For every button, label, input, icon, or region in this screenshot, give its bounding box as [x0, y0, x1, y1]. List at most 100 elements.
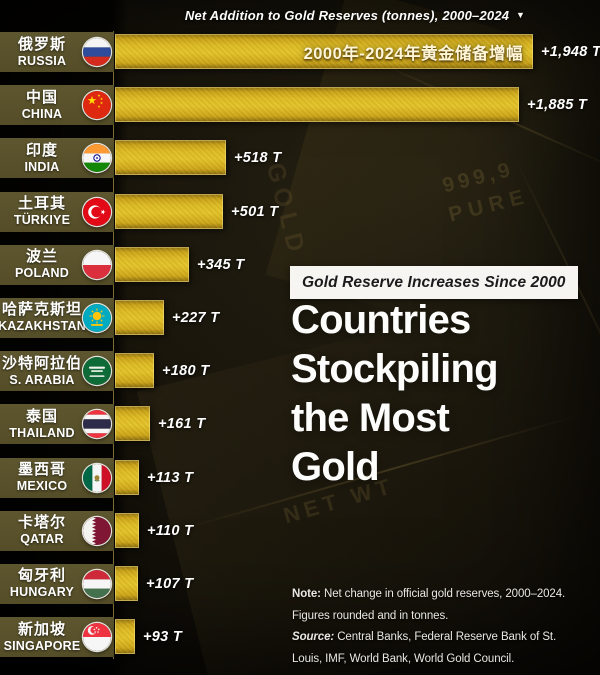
flag-india-icon: [83, 144, 111, 173]
value-label: +113 T: [147, 469, 194, 486]
country-name-en: RUSSIA: [17, 53, 67, 68]
country-name-en: CHINA: [21, 106, 63, 121]
country-name-en: THAILAND: [9, 425, 75, 440]
value-label: +180 T: [162, 363, 210, 380]
bar-overlay-label-zh: 2000年-2024年黄金储备增幅: [303, 44, 523, 63]
country-names: 哈萨克斯坦 KAZAKHSTAN: [0, 298, 86, 338]
country-names: 土耳其 TÜRKIYE: [0, 192, 84, 232]
chart-row: 匈牙利 HUNGARY +107 T: [0, 563, 600, 616]
country-name-zh: 匈牙利: [17, 567, 66, 585]
country-label-block: 墨西哥 MEXICO: [0, 457, 114, 498]
value-label: +93 T: [143, 629, 182, 646]
country-name-zh: 墨西哥: [17, 461, 66, 478]
gold-bar: [115, 87, 519, 123]
country-name-en: POLAND: [15, 266, 69, 281]
flag-turkiye-icon: [83, 197, 111, 226]
country-names: 波兰 POLAND: [0, 245, 84, 285]
gold-bar: [115, 619, 135, 655]
gold-bar: [115, 246, 189, 282]
note-line: Figures rounded and in tonnes.: [292, 609, 449, 622]
chart-row: 俄罗斯 RUSSIA 2000年-2024年黄金储备增幅 +1,948 T: [0, 31, 600, 84]
flag-mexico-icon: [83, 463, 111, 492]
country-label-block: 泰国 THAILAND: [0, 404, 114, 445]
flag-hungary-icon: [83, 569, 111, 598]
gold-bar: [115, 140, 226, 176]
axis-line: [112, 31, 115, 659]
gold-bar: [115, 512, 139, 548]
main-heading: Countries Stockpiling the Most Gold: [291, 296, 499, 492]
dropdown-arrow-icon[interactable]: ▼: [516, 10, 526, 20]
source-line: Source: Central Banks, Federal Reserve B…: [292, 627, 594, 649]
source-label: Source:: [292, 631, 335, 643]
gold-bar: [115, 193, 223, 229]
flag-russia-icon: [83, 38, 111, 66]
country-label-block: 卡塔尔 QATAR: [0, 510, 114, 551]
country-name-zh: 印度: [25, 141, 58, 159]
country-name-en: MEXICO: [16, 479, 68, 493]
chart-row: 沙特阿拉伯 S. ARABIA +180 T: [0, 350, 600, 403]
note-label: Note:: [292, 588, 321, 600]
chart-row: 波兰 POLAND +345 T: [0, 244, 600, 297]
country-names: 新加坡 SINGAPORE: [0, 617, 84, 657]
flag-kazakhstan-icon: [83, 303, 111, 332]
chart-row: 泰国 THAILAND +161 T: [0, 403, 600, 456]
gold-bar: [115, 459, 139, 495]
country-name-zh: 哈萨克斯坦: [1, 301, 82, 319]
chart-rows: 俄罗斯 RUSSIA 2000年-2024年黄金储备增幅 +1,948 T 中国…: [0, 31, 600, 669]
gold-bar: [115, 299, 164, 335]
heading-line: Gold: [291, 445, 380, 489]
value-label: +161 T: [158, 416, 206, 433]
country-name-en: INDIA: [24, 159, 60, 174]
country-name-en: HUNGARY: [9, 585, 75, 600]
chart-row: 土耳其 TÜRKIYE +501 T: [0, 191, 600, 244]
country-names: 卡塔尔 QATAR: [0, 511, 84, 551]
country-name-zh: 泰国: [25, 407, 58, 425]
country-names: 泰国 THAILAND: [0, 404, 84, 444]
chart-row: 中国 CHINA +1,885 T: [0, 84, 600, 137]
source-line: Louis, IMF, World Bank, World Gold Counc…: [292, 652, 515, 665]
source-text: Central Banks, Federal Reserve Bank of S…: [334, 631, 557, 643]
gold-bar: [115, 565, 138, 601]
footnote: Note: Net change in official gold reserv…: [292, 584, 594, 670]
country-name-en: S. ARABIA: [9, 372, 75, 387]
heading-line: Countries: [291, 298, 471, 342]
country-name-en: KAZAKHSTAN: [0, 319, 86, 334]
value-label: +501 T: [231, 203, 279, 220]
heading-line: Stockpiling: [291, 347, 499, 391]
note-text: Net change in official gold reserves, 20…: [320, 588, 566, 600]
chart-title: Net Addition to Gold Reserves (tonnes), …: [112, 8, 598, 23]
flag-china-icon: [83, 91, 111, 120]
country-name-en: SINGAPORE: [3, 638, 81, 653]
chart-row: 哈萨克斯坦 KAZAKHSTAN +227 T: [0, 297, 600, 350]
country-label-block: 沙特阿拉伯 S. ARABIA: [0, 351, 114, 392]
flag-saudi-arabia-icon: [83, 357, 111, 386]
country-label-block: 俄罗斯 RUSSIA: [0, 32, 114, 72]
country-names: 中国 CHINA: [0, 85, 84, 125]
country-names: 沙特阿拉伯 S. ARABIA: [0, 351, 84, 391]
country-name-zh: 波兰: [25, 248, 58, 266]
gold-bar: 2000年-2024年黄金储备增幅: [115, 34, 533, 69]
country-label-block: 中国 CHINA: [0, 85, 114, 126]
note-line: Note: Net change in official gold reserv…: [292, 584, 594, 606]
country-name-en: QATAR: [20, 532, 64, 547]
country-label-block: 新加坡 SINGAPORE: [0, 617, 114, 658]
country-label-block: 波兰 POLAND: [0, 244, 114, 285]
country-name-zh: 土耳其: [17, 195, 66, 213]
gold-bar: [115, 353, 154, 389]
country-name-en: TÜRKIYE: [13, 213, 71, 228]
country-name-zh: 沙特阿拉伯: [1, 354, 82, 372]
chart-row: 墨西哥 MEXICO +113 T: [0, 457, 600, 510]
chart-row: 卡塔尔 QATAR +110 T: [0, 510, 600, 563]
country-names: 俄罗斯 RUSSIA: [0, 32, 84, 72]
country-names: 匈牙利 HUNGARY: [0, 564, 84, 604]
chart-row: 印度 INDIA +518 T: [0, 137, 600, 190]
value-label: +1,885 T: [527, 97, 588, 114]
badge: Gold Reserve Increases Since 2000: [290, 266, 578, 299]
country-names: 印度 INDIA: [0, 138, 84, 178]
chart-title-text: Net Addition to Gold Reserves (tonnes), …: [184, 8, 510, 23]
country-label-block: 印度 INDIA: [0, 138, 114, 179]
country-label-block: 匈牙利 HUNGARY: [0, 563, 114, 604]
value-label: +1,948 T: [541, 44, 600, 60]
country-names: 墨西哥 MEXICO: [0, 458, 84, 498]
heading-line: the Most: [291, 396, 450, 440]
